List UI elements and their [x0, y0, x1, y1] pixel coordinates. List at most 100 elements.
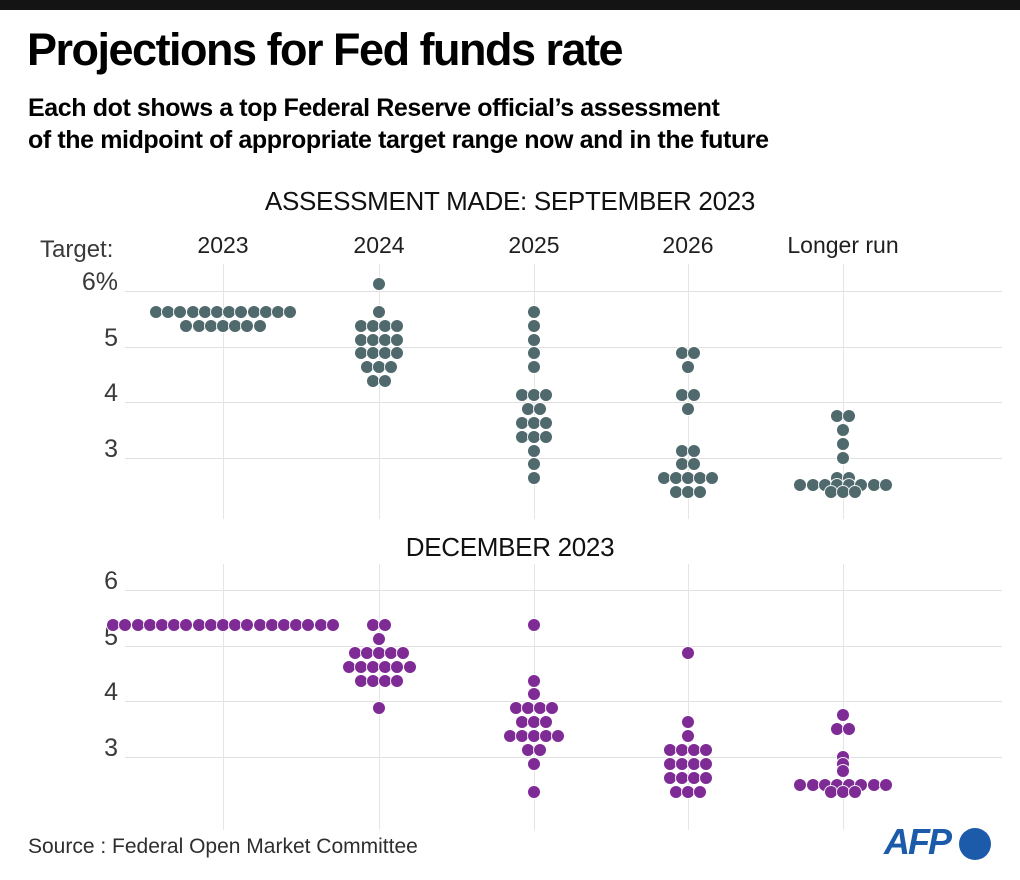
source-credit: Source : Federal Open Market Committee: [28, 835, 418, 858]
projection-dot: [528, 716, 540, 729]
y-tick-label: 4: [104, 678, 118, 707]
projection-dot: [675, 444, 688, 457]
projection-dot: [528, 730, 540, 743]
y-tick-label: 6: [104, 567, 118, 595]
projection-dot: [688, 758, 701, 771]
projection-dot: [379, 319, 392, 332]
projection-dot: [688, 347, 701, 360]
projection-dot: [694, 472, 707, 485]
projection-dot: [552, 730, 565, 743]
projection-dot: [682, 730, 694, 743]
projection-dot: [837, 486, 849, 499]
page-title: Projections for Fed funds rate: [27, 24, 624, 75]
projection-dot: [192, 618, 205, 631]
projection-dot: [397, 646, 410, 659]
projection-dot: [379, 618, 392, 631]
y-tick-label: 3: [104, 434, 118, 463]
projection-dot: [669, 486, 682, 499]
projection-dot: [528, 618, 540, 631]
projection-dot: [682, 472, 694, 485]
projection-dot: [528, 785, 540, 798]
projection-dot: [837, 437, 849, 450]
projection-dot: [694, 785, 707, 798]
projection-dot: [675, 458, 688, 471]
projection-dot: [180, 319, 193, 332]
projection-dot: [867, 779, 880, 791]
projection-dot: [515, 430, 528, 443]
projection-dot: [669, 785, 682, 798]
column-header: 2026: [662, 232, 714, 258]
panel-title-september: ASSESSMENT MADE: SEPTEMBER 2023: [264, 186, 756, 216]
projection-dot: [675, 758, 688, 771]
projection-dot: [373, 361, 385, 374]
projection-dot: [385, 646, 398, 659]
projection-dot: [528, 472, 540, 485]
projection-dot: [540, 430, 553, 443]
projection-dot: [837, 709, 849, 722]
projection-dot: [391, 660, 404, 673]
projection-dot: [379, 333, 392, 346]
afp-globe-icon: [959, 828, 991, 860]
projection-dot: [360, 361, 373, 374]
projection-dot: [354, 347, 367, 360]
projection-dot: [366, 375, 379, 388]
projection-dot: [503, 730, 516, 743]
projection-dot: [509, 702, 522, 715]
gridline-horizontal: [125, 645, 1002, 647]
target-axis-label: Target:: [40, 236, 114, 263]
subtitle-line-2: of the midpoint of appropriate target ra…: [28, 126, 769, 154]
gridline-horizontal: [125, 590, 1002, 591]
projection-dot: [143, 618, 156, 631]
projection-dot: [675, 772, 688, 784]
projection-dot: [403, 660, 416, 673]
projection-dot: [360, 646, 373, 659]
projection-dot: [688, 444, 701, 457]
projection-dot: [302, 618, 315, 631]
projection-dot: [806, 479, 819, 492]
projection-dot: [373, 305, 385, 318]
projection-dot: [830, 409, 843, 422]
projection-dot: [663, 758, 676, 771]
projection-dot: [366, 319, 379, 332]
projection-dot: [806, 779, 819, 791]
y-tick-label: 5: [104, 323, 118, 352]
projection-dot: [528, 389, 540, 402]
projection-dot: [162, 305, 175, 318]
projection-dot: [700, 772, 713, 784]
projection-dot: [688, 744, 701, 757]
projection-dot: [534, 402, 547, 415]
projection-dot: [229, 319, 242, 332]
projection-dot: [843, 723, 856, 736]
projection-dot: [534, 702, 547, 715]
gridline-horizontal: [125, 757, 1002, 759]
projection-dot: [528, 361, 540, 374]
projection-dot: [682, 486, 694, 499]
gridline-horizontal: [125, 291, 1002, 292]
projection-dot: [528, 688, 540, 701]
projection-dot: [391, 333, 404, 346]
projection-dot: [253, 618, 266, 631]
projection-dot: [682, 716, 694, 729]
projection-dot: [515, 389, 528, 402]
projection-dot: [156, 618, 168, 631]
column-header: 2025: [508, 232, 560, 258]
projection-dot: [521, 744, 534, 757]
projection-dot: [391, 347, 404, 360]
projection-dot: [675, 347, 688, 360]
column-header: Longer run: [787, 232, 899, 258]
projection-dot: [669, 472, 682, 485]
projection-dot: [700, 744, 713, 757]
projection-dot: [379, 375, 392, 388]
projection-dot: [379, 347, 392, 360]
projection-dot: [694, 486, 707, 499]
projection-dot: [253, 319, 266, 332]
projection-dot: [391, 674, 404, 687]
projection-dot: [849, 486, 862, 499]
projection-dot: [528, 333, 540, 346]
column-header: 2023: [197, 232, 249, 258]
afp-logo-text: AFP: [884, 821, 952, 862]
projection-dot: [354, 660, 367, 673]
panel-title-december: DECEMBER 2023: [405, 532, 615, 562]
projection-dot: [675, 389, 688, 402]
projection-dot: [259, 305, 272, 318]
